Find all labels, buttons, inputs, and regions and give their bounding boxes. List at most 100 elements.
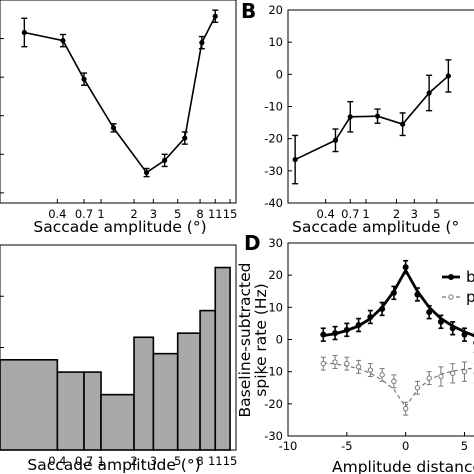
panel-d-xlabel: Amplitude distance <box>332 458 474 474</box>
panel-b-x-tick-label: 0.7 <box>341 207 359 221</box>
panel-d-series-p-point <box>344 360 350 367</box>
panel-c-bars <box>0 266 231 451</box>
panel-c-bar <box>100 393 135 451</box>
panel-a-x-ticks: 0.4 0.7 1 2 3 5 8 11 15 <box>0 38 238 221</box>
panel-c-x-tick-label: 15 <box>223 454 238 468</box>
panel-a-point <box>212 13 218 19</box>
panel-d-y-tick-label: -20 <box>264 397 283 411</box>
panel-b-x-tick-label: 5 <box>433 207 440 221</box>
panel-b-y-ticks: 20 10 0 -10 -20 -30 -40 <box>264 3 292 210</box>
panel-b-line <box>294 75 449 161</box>
panel-a-point <box>182 135 188 141</box>
panel-d-ylabel-line1: Baseline-subtracted <box>236 263 254 418</box>
panel-d-series-b-point <box>426 309 433 316</box>
panel-d-y-tick-label: 10 <box>268 300 283 314</box>
panel-d-series-p-point <box>438 373 444 380</box>
panel-d-series-p-fit-line <box>323 362 474 409</box>
panel-d-series-p-point <box>402 405 409 412</box>
panel-b-point <box>426 90 432 96</box>
panel-d-axes-box <box>287 242 474 437</box>
panel-d-y-ticks: 30 20 10 0 -10 -20 -30 <box>264 236 292 443</box>
panel-c-bar <box>152 352 179 451</box>
panel-d-legend: bp <box>442 268 474 306</box>
panel-a: 0.4 0.7 1 2 3 5 8 11 15 Saccade amplitude (°) <box>0 0 237 236</box>
panel-d-x-tick-label: -10 <box>279 439 298 453</box>
panel-a-point <box>110 125 117 131</box>
panel-d-series-p-point <box>332 359 338 365</box>
panel-c: 0.4 0.7 1 2 3 5 8 11 15 Saccade amplitude (°) <box>0 244 237 474</box>
panel-d-series-p-point <box>414 385 421 391</box>
panel-d-legend-label-p: p <box>466 288 474 306</box>
panel-b-y-tick-label: 20 <box>268 3 283 17</box>
panel-b-x-tick-label: 0.4 <box>317 207 335 221</box>
panel-d-series-b-point <box>449 325 456 332</box>
panel-d-series-b-point <box>402 264 409 271</box>
panel-a-point <box>162 157 168 163</box>
panel-c-x-ticks: 0.4 0.7 1 2 3 5 8 11 15 <box>48 446 237 468</box>
panel-d-legend-marker-p <box>448 294 454 300</box>
panel-d-series-p-point <box>355 364 362 370</box>
panel-d-series-b-point <box>332 330 339 337</box>
panel-d-series-b-point <box>355 322 362 329</box>
panel-b-y-tick-label: -10 <box>264 100 283 114</box>
panel-d-series-b-point <box>379 305 386 312</box>
panel-d-x-tick-label: 5 <box>461 439 468 453</box>
panel-d-series-b-point <box>390 289 397 296</box>
panel-d-series-b-point <box>414 291 421 298</box>
panel-a-x-tick-label: 15 <box>223 207 238 221</box>
panel-d-ylabel-line2: spike rate (Hz) <box>252 283 270 396</box>
panel-a-line <box>24 15 216 174</box>
panel-d-series-b-point <box>343 326 350 333</box>
panel-a-x-tick-label: 0.4 <box>48 207 66 221</box>
panel-c-bar <box>56 371 85 451</box>
panel-d-series-b-point <box>461 331 468 338</box>
panel-c-bar <box>133 336 155 451</box>
panel-c-bar <box>83 371 102 451</box>
panel-c-x-tick-label: 5 <box>174 454 181 468</box>
panel-d-series-p-point <box>367 367 374 373</box>
panel-d-y-tick-label: 30 <box>268 236 283 250</box>
panel-c-bar <box>176 332 201 451</box>
panel-d-series-b-point <box>367 313 374 320</box>
panel-a-point <box>60 38 66 44</box>
panel-c-bar <box>199 309 217 451</box>
panel-d-legend-label-b: b <box>466 268 474 286</box>
panel-a-x-tick-label: 3 <box>150 207 157 221</box>
panel-d-y-tick-label: 20 <box>268 268 283 282</box>
panel-c-x-tick-label: 1 <box>97 454 104 468</box>
panel-a-series <box>21 9 219 178</box>
panel-b-series <box>292 59 452 185</box>
panel-d-y-tick-label: 0 <box>276 333 283 347</box>
panel-a-point <box>143 169 150 176</box>
panel-b-letter: B <box>241 0 256 23</box>
panel-c-bar <box>214 266 231 451</box>
panel-d-y-tick-label: -10 <box>264 365 283 379</box>
panel-a-x-tick-label: 1 <box>97 207 104 221</box>
panel-b-point <box>374 113 381 119</box>
panel-b-y-tick-label: 0 <box>276 67 283 81</box>
panel-b-x-ticks: 0.4 0.7 1 2 3 5 <box>317 199 440 221</box>
panel-d-y-tick-label: -30 <box>264 429 283 443</box>
panel-d-x-ticks: -10 -5 0 5 <box>279 432 468 453</box>
panel-b: B 20 10 0 -10 -20 -30 -40 0.4 0.7 1 2 3 5 Saccade a… <box>241 0 474 236</box>
panel-b-point <box>445 73 451 79</box>
panel-b-point <box>292 156 298 163</box>
panel-b-x-tick-label: 1 <box>362 207 369 221</box>
panel-b-y-tick-label: 10 <box>268 35 283 49</box>
panel-d-x-tick-label: -5 <box>341 439 352 453</box>
panel-c-x-tick-label: 2 <box>130 454 137 468</box>
panel-b-x-tick-label: 3 <box>411 207 418 221</box>
panel-b-axes-box <box>287 9 474 204</box>
panel-a-x-tick-label: 0.7 <box>75 207 93 221</box>
panel-d-legend-marker-b <box>448 274 454 280</box>
panel-d-series-b-point <box>437 318 444 325</box>
panel-b-y-tick-label: -20 <box>264 132 283 146</box>
panel-d-series-p-point <box>391 378 397 385</box>
panel-c-x-tick-label: 3 <box>150 454 157 468</box>
panel-c-bar <box>0 358 59 451</box>
panel-a-axes-box <box>0 0 237 204</box>
panel-a-x-tick-label: 5 <box>174 207 181 221</box>
panel-a-x-tick-label: 2 <box>130 207 137 221</box>
panel-d-series-p-point <box>379 372 385 378</box>
